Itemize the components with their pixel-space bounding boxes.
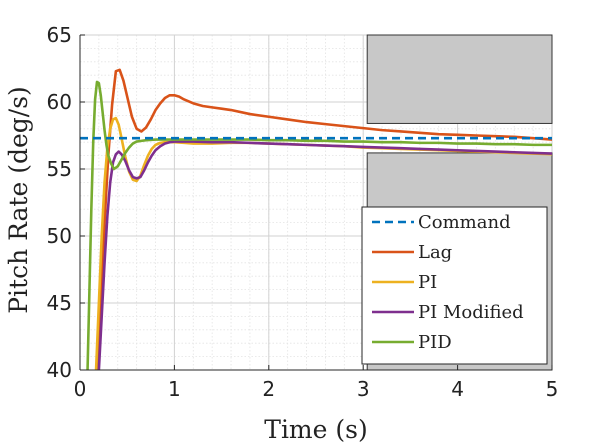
- legend-label-lag: Lag: [418, 242, 452, 263]
- x-tick-label: 2: [262, 377, 275, 401]
- y-axis-label: Pitch Rate (deg/s): [4, 86, 33, 314]
- y-tick-label: 45: [47, 291, 72, 315]
- shaded-region-1: [366, 34, 553, 124]
- series-line-pi-modified: [97, 140, 552, 370]
- x-tick-label: 5: [546, 377, 559, 401]
- x-tick-label: 1: [168, 377, 181, 401]
- series-line-pid: [86, 80, 552, 370]
- y-tick-label: 40: [47, 358, 72, 382]
- legend-label-pi-modified: PI Modified: [418, 302, 524, 323]
- legend: Command Lag PI PI Modified PID: [361, 206, 548, 365]
- legend-box: [361, 206, 548, 365]
- x-tick-label: 3: [357, 377, 370, 401]
- y-tick-label: 60: [47, 90, 72, 114]
- legend-label-pi: PI: [418, 272, 437, 293]
- x-tick-label: 0: [74, 377, 87, 401]
- y-tick-label: 65: [47, 23, 72, 47]
- legend-label-command: Command: [418, 212, 511, 233]
- y-tick-label: 55: [47, 157, 72, 181]
- y-tick-label: 50: [47, 224, 72, 248]
- legend-label-pid: PID: [418, 332, 452, 353]
- axes: [79, 34, 553, 371]
- x-tick-label: 4: [451, 377, 464, 401]
- x-axis-label: Time (s): [264, 415, 367, 444]
- series-lines: [80, 68, 552, 370]
- series-line-lag: [95, 68, 552, 370]
